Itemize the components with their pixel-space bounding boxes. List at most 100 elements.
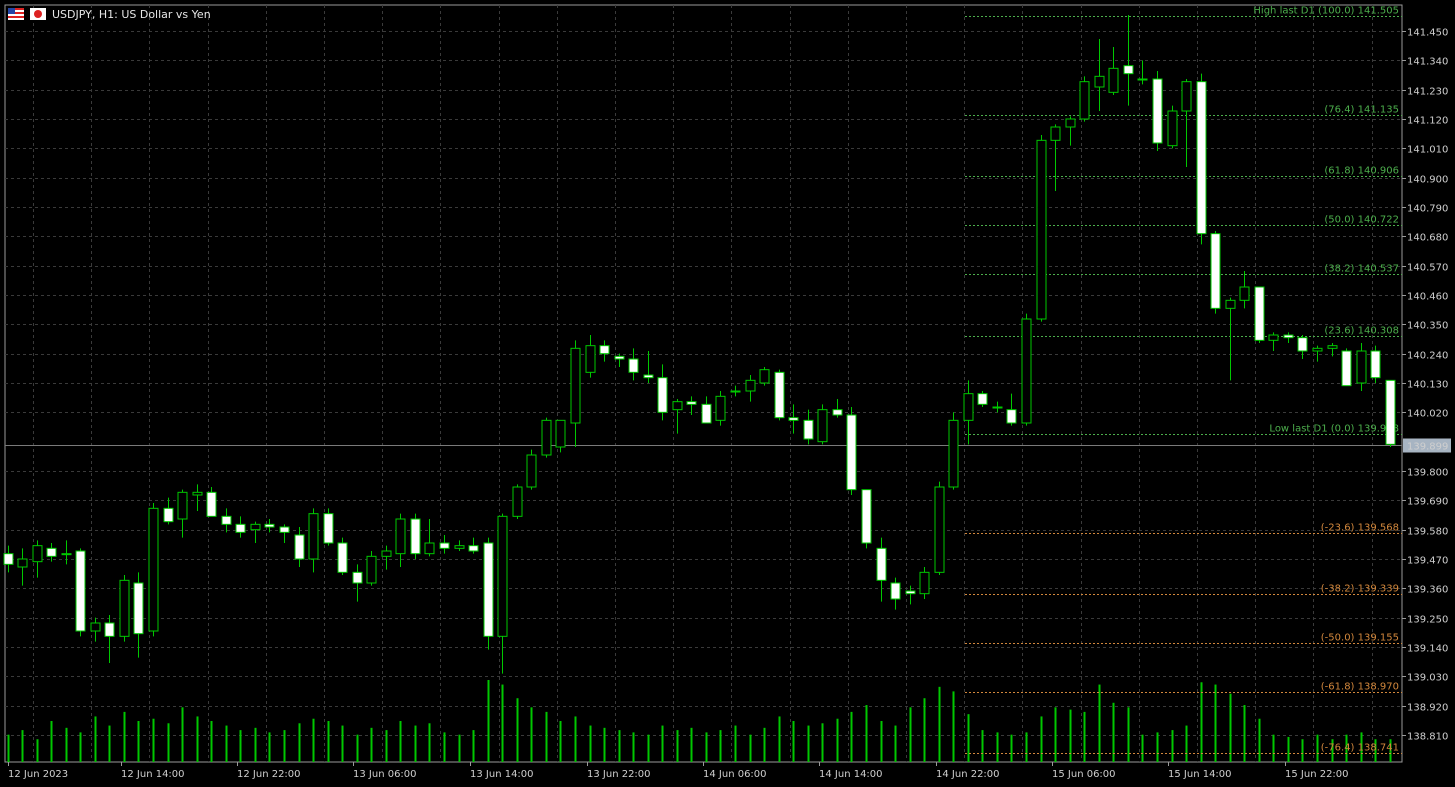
candle-body: [1137, 78, 1148, 81]
candle-body: [1283, 334, 1294, 339]
y-tick-label: 140.130: [1407, 380, 1448, 391]
candle: [1006, 393, 1017, 426]
candle: [526, 449, 537, 490]
candle-body: [1036, 139, 1047, 320]
candle-body: [250, 523, 261, 531]
candle: [323, 508, 334, 546]
candle: [512, 484, 523, 519]
candle: [1239, 271, 1250, 309]
chart-title-bar: USDJPY, H1: US Dollar vs Yen: [8, 6, 211, 22]
y-tick-label: 140.570: [1407, 263, 1448, 274]
candle-body: [381, 550, 392, 557]
candle: [832, 399, 843, 418]
candle: [614, 353, 625, 367]
candle: [1036, 135, 1047, 322]
candle: [890, 577, 901, 610]
candle-body: [628, 358, 639, 373]
y-tick-label: 141.340: [1407, 57, 1448, 68]
candle-body: [1108, 67, 1119, 93]
candle: [817, 404, 828, 445]
candle: [846, 407, 857, 495]
candle: [148, 503, 159, 637]
y-tick-label: 140.900: [1407, 175, 1448, 186]
candle-body: [788, 417, 799, 421]
candle: [410, 513, 421, 559]
y-tick-label: 138.810: [1407, 732, 1448, 743]
y-tick-label: 139.030: [1407, 673, 1448, 684]
candle-body: [803, 419, 814, 440]
candle-body: [1006, 409, 1017, 424]
candle-body: [817, 409, 828, 443]
grid: [5, 5, 1402, 762]
candle-body: [715, 395, 726, 421]
candle-body: [1021, 318, 1032, 424]
candle-body: [235, 523, 246, 533]
candle-body: [1167, 110, 1178, 147]
fib-level-label: (-23.6) 139.568: [1321, 523, 1399, 534]
candle: [672, 399, 683, 434]
volume-bars: [7, 680, 1392, 762]
fib-level-label: (23.6) 140.308: [1324, 326, 1399, 337]
candle: [264, 519, 275, 533]
x-tick-label: 13 Jun 22:00: [587, 769, 651, 780]
candle-body: [264, 523, 275, 528]
candle: [177, 489, 188, 538]
candle-body: [745, 379, 756, 392]
candle: [861, 489, 872, 549]
candle-body: [701, 403, 712, 424]
candle-body: [148, 507, 159, 632]
candle: [352, 564, 363, 602]
candle-body: [585, 345, 596, 373]
candle: [133, 572, 144, 658]
candle-body: [497, 515, 508, 637]
candle-body: [905, 590, 916, 595]
current-price-badge: [1403, 438, 1451, 453]
candle: [1181, 79, 1192, 167]
candle-body: [279, 526, 290, 533]
candle: [1108, 47, 1119, 95]
candle-body: [555, 419, 566, 448]
candle: [1094, 39, 1105, 111]
candle-body: [308, 513, 319, 560]
candle-body: [657, 377, 668, 413]
candle-body: [206, 491, 217, 517]
candle-body: [366, 555, 377, 584]
candle: [1283, 332, 1294, 343]
x-tick-label: 12 Jun 14:00: [121, 769, 185, 780]
candle-body: [337, 542, 348, 573]
candle: [701, 396, 712, 424]
candle: [483, 537, 494, 650]
fib-level-label: (50.0) 140.722: [1324, 215, 1399, 226]
candle: [570, 340, 581, 447]
candle: [745, 375, 756, 402]
candle: [992, 401, 1003, 413]
candle: [1065, 116, 1076, 146]
candle-body: [1356, 350, 1367, 384]
candle-body: [541, 419, 552, 456]
candle-body: [977, 393, 988, 405]
candle: [555, 419, 566, 453]
y-tick-label: 139.580: [1407, 527, 1448, 538]
x-tick-label: 14 Jun 06:00: [703, 769, 767, 780]
x-tick-label: 14 Jun 22:00: [936, 769, 1000, 780]
candle: [1196, 73, 1207, 245]
candle: [876, 537, 887, 602]
y-tick-label: 139.140: [1407, 644, 1448, 655]
candle: [628, 348, 639, 381]
candle-body: [163, 507, 174, 523]
candle: [235, 516, 246, 538]
candle-body: [1385, 379, 1396, 445]
x-tick-label: 14 Jun 14:00: [819, 769, 883, 780]
candle-body: [643, 374, 654, 379]
candle: [381, 545, 392, 570]
candle-body: [1341, 350, 1352, 387]
candle: [61, 540, 72, 565]
y-tick-label: 140.350: [1407, 321, 1448, 332]
candle: [541, 417, 552, 458]
y-tick-label: 139.470: [1407, 556, 1448, 567]
current-price-label: 139.899: [1407, 442, 1448, 453]
candle: [803, 409, 814, 445]
fib-level-label: (61.8) 140.906: [1324, 166, 1399, 177]
